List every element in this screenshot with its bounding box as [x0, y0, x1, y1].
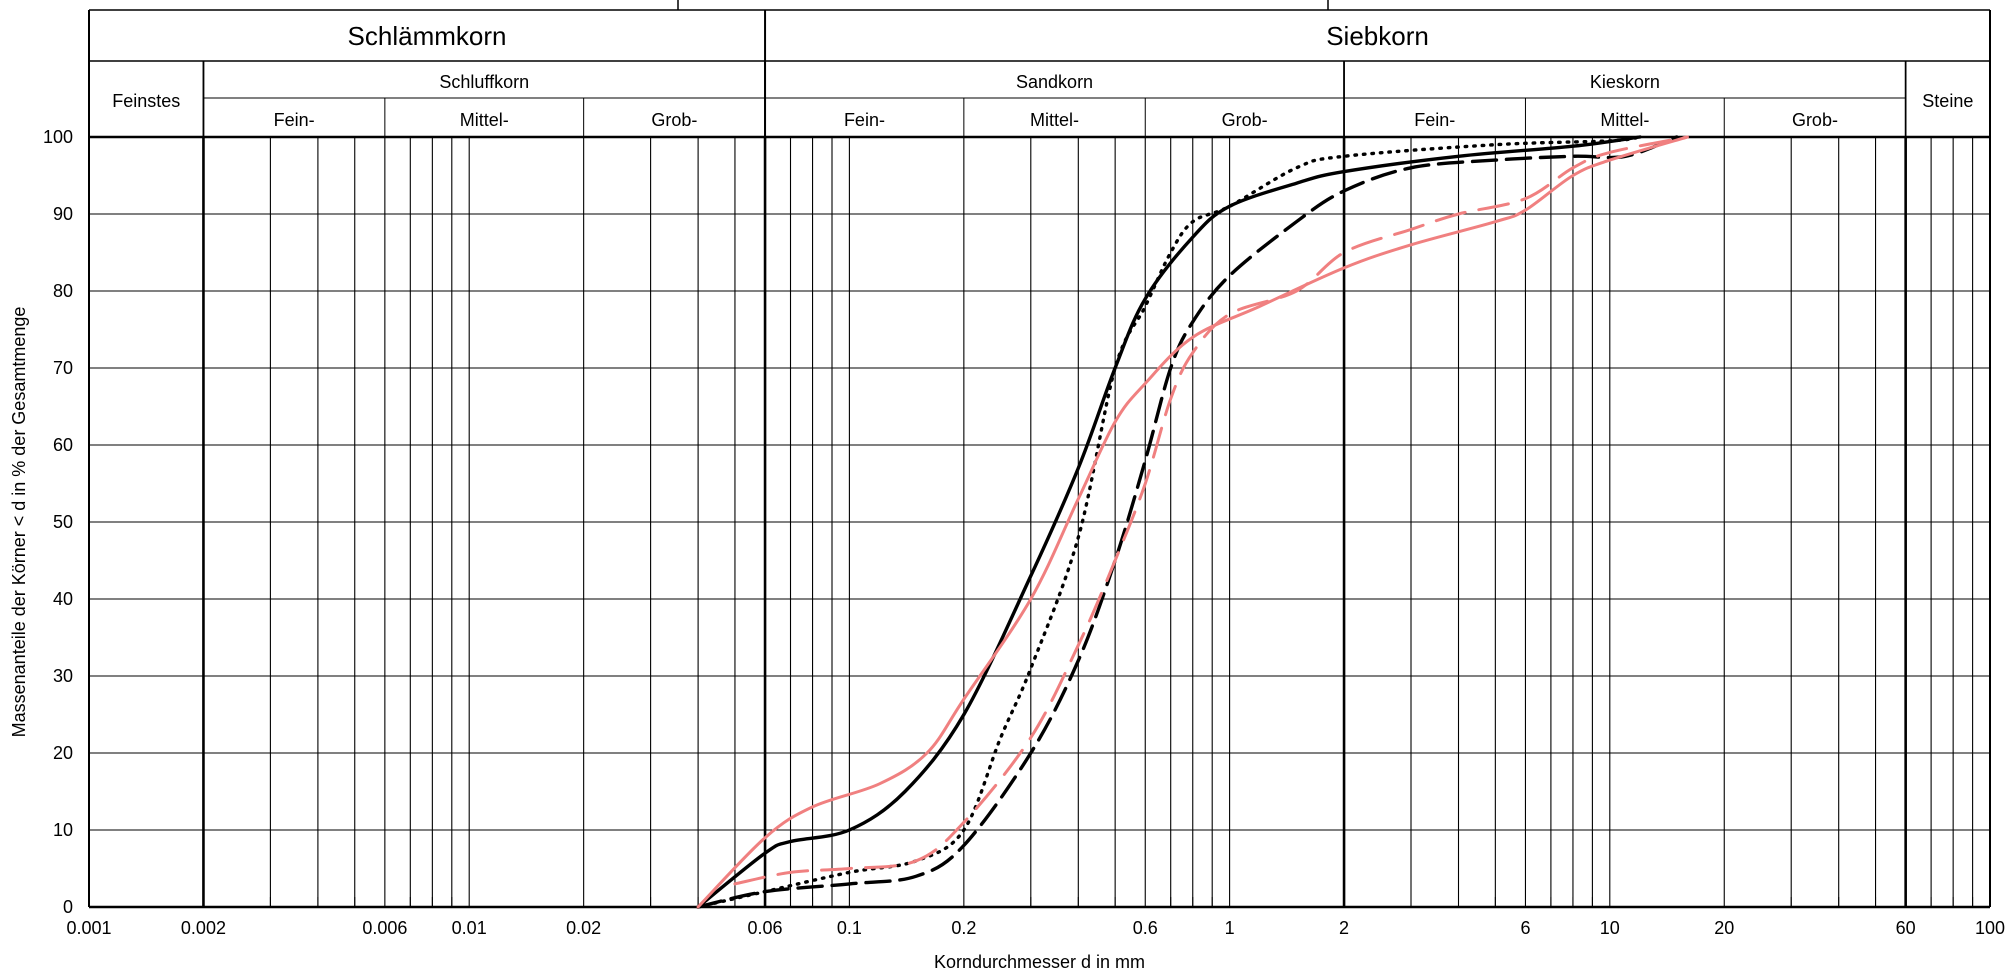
- x-tick-label: 20: [1714, 918, 1734, 938]
- header-sub-label: Sandkorn: [1016, 72, 1093, 92]
- x-tick-label: 0.02: [566, 918, 601, 938]
- x-tick-label: 60: [1896, 918, 1916, 938]
- y-tick-label: 80: [53, 281, 73, 301]
- series-line-1: [696, 135, 1642, 909]
- y-axis-title: Massenanteile der Körner < d in % der Ge…: [9, 307, 29, 738]
- series-layer: [696, 135, 1689, 909]
- y-tick-label: 90: [53, 204, 73, 224]
- y-tick-label: 0: [63, 897, 73, 917]
- series-line-3: [696, 135, 1679, 909]
- header-fraction-label: Grob-: [1792, 110, 1838, 130]
- header-fraction-label: Grob-: [1222, 110, 1268, 130]
- x-tick-label: 0.001: [66, 918, 111, 938]
- x-tick-label: 0.06: [748, 918, 783, 938]
- series-line-5: [733, 135, 1689, 886]
- x-tick-label: 0.6: [1133, 918, 1158, 938]
- x-tick-label: 0.1: [837, 918, 862, 938]
- header-main-label: Siebkorn: [1326, 21, 1429, 51]
- x-tick-label: 0.006: [362, 918, 407, 938]
- x-tick-label: 6: [1520, 918, 1530, 938]
- x-tick-label: 0.01: [452, 918, 487, 938]
- header-sub-label: Kieskorn: [1590, 72, 1660, 92]
- y-tick-label: 70: [53, 358, 73, 378]
- header-fraction-label: Mittel-: [1600, 110, 1649, 130]
- grid-layer: [88, 10, 1991, 909]
- y-tick-label: 60: [53, 435, 73, 455]
- header-fraction-label: Mittel-: [1030, 110, 1079, 130]
- x-tick-label: 2: [1339, 918, 1349, 938]
- header-main-label: Schlämmkorn: [348, 21, 507, 51]
- header-layer: Schlämmkorn Siebkorn Feinstes Schluffkorn Sa…: [88, 0, 1991, 137]
- header-fraction-label: Mittel-: [460, 110, 509, 130]
- header-fraction-label: Fein-: [274, 110, 315, 130]
- axes-layer: 0 10 20 30 40 50 60 70 80 90 100 0.001 0.002 0.006 0.0…: [9, 127, 2005, 972]
- x-tick-label: 0.002: [181, 918, 226, 938]
- header-fraction-label: Fein-: [1414, 110, 1455, 130]
- header-sub-label: Feinstes: [112, 91, 180, 111]
- header-fraction-label: Fein-: [844, 110, 885, 130]
- y-tick-label: 40: [53, 589, 73, 609]
- x-tick-label: 10: [1600, 918, 1620, 938]
- header-sub-label: Schluffkorn: [439, 72, 529, 92]
- y-tick-label: 50: [53, 512, 73, 532]
- y-tick-label: 30: [53, 666, 73, 686]
- header-fraction-label: Grob-: [651, 110, 697, 130]
- x-tick-label: 0.2: [951, 918, 976, 938]
- x-tick-label: 100: [1975, 918, 2005, 938]
- x-axis-title: Korndurchmesser d in mm: [934, 952, 1145, 972]
- header-sub-label: Steine: [1922, 91, 1973, 111]
- x-tick-label: 1: [1225, 918, 1235, 938]
- y-tick-label: 100: [43, 127, 73, 147]
- y-tick-label: 20: [53, 743, 73, 763]
- y-tick-label: 10: [53, 820, 73, 840]
- series-line-4: [696, 135, 1689, 909]
